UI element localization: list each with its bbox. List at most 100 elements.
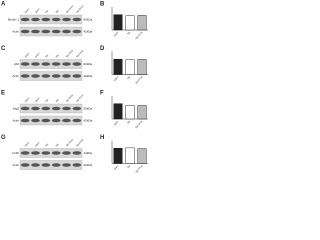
kda-label: 55kDa [84, 106, 93, 110]
band [20, 163, 30, 167]
lane-label: Sham [35, 53, 40, 59]
lane-label: TBI+Drug [76, 93, 85, 103]
blot-strip [19, 26, 83, 37]
band [31, 62, 40, 66]
bar [113, 103, 123, 120]
bar [137, 105, 147, 120]
band [62, 62, 71, 66]
lane-label: TBI [56, 99, 60, 103]
band [41, 163, 51, 167]
panel-letter: H [100, 135, 104, 141]
band [51, 151, 61, 155]
lane-label: TBI [46, 54, 50, 58]
panel-letter: E [1, 91, 5, 97]
lane-label: TBI [46, 143, 50, 147]
band [51, 62, 61, 66]
x-tick-label: TBI [127, 31, 131, 35]
lane-label: TBI [56, 10, 60, 14]
band [41, 106, 51, 111]
band [41, 118, 51, 123]
bar [125, 15, 135, 31]
lane-label: Sham [25, 8, 30, 14]
panel-letter: B [100, 2, 105, 8]
lane-label: TBI+Drug [76, 4, 85, 14]
lane-label: Sham [25, 53, 30, 59]
band [72, 118, 82, 123]
panel-letter: C [1, 46, 6, 52]
blot-label: Atg5 [13, 106, 20, 110]
band [62, 118, 71, 123]
kda-label: 42kDa [84, 29, 93, 33]
x-tick-label: TBI [127, 76, 131, 80]
kda-label: 62kDa [84, 62, 93, 66]
x-tick-label: TBI [127, 120, 131, 124]
lane-label: Sham [35, 142, 40, 148]
bar [125, 104, 135, 120]
kda-label: 60kDa [84, 17, 93, 21]
band [31, 118, 40, 123]
lane-label: TBI+Drug [65, 4, 74, 14]
lane-label: Sham [35, 97, 40, 103]
blot-strip [19, 115, 83, 126]
panel-letter: F [100, 91, 104, 97]
band [62, 106, 71, 111]
band [51, 74, 61, 78]
lane-label: TBI [56, 54, 60, 58]
band [62, 74, 71, 78]
blot-strip [19, 14, 83, 25]
band [31, 163, 40, 167]
band [72, 151, 82, 155]
band [62, 17, 71, 22]
x-tick-label: TBI [127, 165, 131, 169]
x-tick-label: TBI+Drug [135, 164, 144, 174]
lane-label: TBI+Drug [76, 49, 85, 59]
x-tick-label: Sham [114, 76, 119, 82]
band [31, 17, 40, 22]
blot-label: Actin [12, 29, 19, 33]
lane-label: TBI [46, 10, 50, 14]
band [51, 17, 61, 22]
band [72, 62, 82, 66]
bar [125, 147, 135, 164]
bar [113, 147, 123, 164]
band [20, 29, 30, 34]
x-tick-label: Sham [114, 165, 119, 171]
lane-label: TBI+Drug [65, 93, 74, 103]
band [20, 118, 30, 123]
band [72, 17, 82, 22]
band [20, 106, 30, 111]
lane-label: TBI+Drug [65, 49, 74, 59]
bar [113, 58, 123, 75]
panel-letter: A [1, 2, 6, 8]
band [51, 29, 61, 34]
band [72, 106, 82, 111]
lane-label: Sham [25, 142, 30, 148]
band [72, 74, 82, 78]
x-tick-label: Sham [114, 121, 119, 127]
blot-label: Actin [12, 163, 19, 167]
lane-label: TBI [46, 99, 50, 103]
band [41, 62, 51, 66]
bar [137, 59, 147, 75]
band [62, 29, 71, 34]
bar [137, 15, 147, 31]
blot-strip [19, 71, 83, 81]
x-tick-label: TBI+Drug [135, 75, 144, 85]
blot-label: LC3II [12, 151, 19, 155]
band [20, 151, 30, 155]
panel-letter: D [100, 46, 105, 52]
band [41, 29, 51, 34]
lane-label: Sham [35, 8, 40, 14]
blot-label: Actin [12, 74, 19, 78]
blot-strip [19, 59, 83, 69]
blot-strip [19, 160, 83, 170]
band [51, 118, 61, 123]
kda-label: 14kDa [84, 151, 93, 155]
band [41, 17, 51, 22]
x-tick-label: Sham [114, 32, 119, 38]
band [41, 74, 51, 78]
blot-strip [19, 103, 83, 114]
band [72, 29, 82, 34]
band [20, 17, 30, 22]
